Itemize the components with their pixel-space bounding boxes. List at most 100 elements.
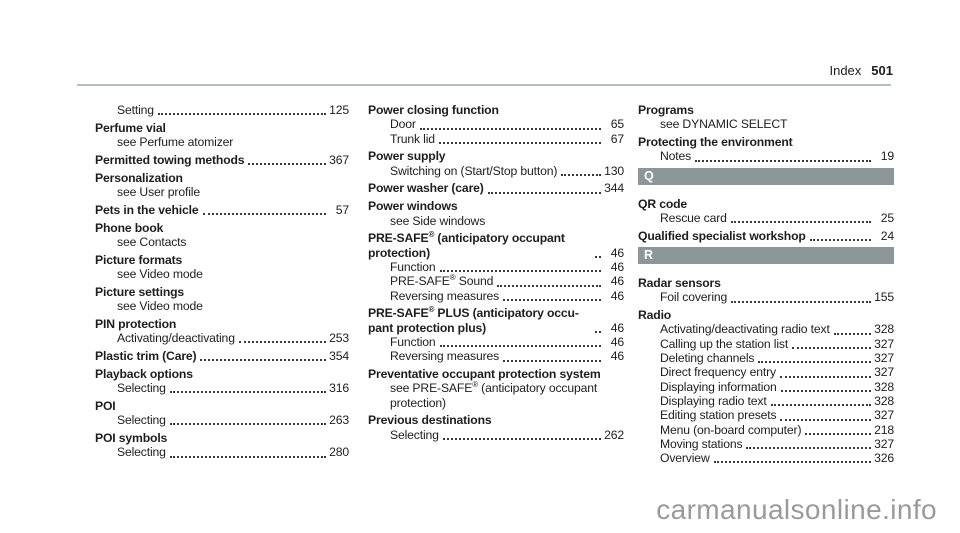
entry-text: QR code	[638, 196, 688, 211]
index-entry-head: Perfume vial	[95, 121, 349, 135]
entry-text: Selecting	[390, 427, 439, 442]
entry-text: Selecting	[117, 413, 166, 428]
entry-text: Deleting channels	[660, 351, 755, 366]
entry-text: Perfume vial	[95, 120, 166, 135]
entry-page-number: 46	[610, 259, 624, 274]
entry-page-number: 130	[604, 163, 624, 178]
index-entry-head: Previous destinations	[368, 413, 624, 427]
dot-leader	[780, 418, 871, 421]
entry-page-number: 125	[329, 103, 349, 117]
entry-page-number: 316	[329, 381, 349, 396]
entry-text: Selecting	[117, 381, 166, 396]
index-entry-head: Personalization	[95, 171, 349, 185]
index-entry-head: Power washer (care) 344	[368, 181, 624, 195]
index-entry-sub: Deleting channels 327	[638, 351, 894, 365]
index-entry-head: Permitted towing methods 367	[95, 153, 349, 167]
index-entry-sub: Selecting 316	[95, 381, 349, 395]
index-entry-head: Picture formats	[95, 253, 349, 267]
entry-page-number: 328	[874, 322, 894, 337]
entry-page-number: 25	[880, 210, 894, 225]
entry-text: PIN protection	[95, 316, 177, 331]
index-entry-sub: Selecting 263	[95, 413, 349, 427]
entry-text: Activating/deactivating radio text	[660, 322, 830, 337]
dot-leader	[503, 359, 601, 362]
entry-text: Power washer (care)	[368, 181, 484, 196]
entry-text: PRE-SAFE® (anticipatory occupant protect…	[368, 230, 565, 260]
index-entry-head: PRE-SAFE® (anticipatory occupant protect…	[368, 231, 624, 260]
dot-leader	[169, 423, 326, 426]
entry-page-number: 327	[874, 436, 894, 451]
index-entry-head: Power supply	[368, 149, 624, 163]
index-entry-sub: Selecting 280	[95, 445, 349, 459]
entry-text: Picture settings	[95, 284, 185, 299]
index-entry-head: Power closing function	[368, 103, 624, 117]
index-entry-head: Picture settings	[95, 285, 349, 299]
index-entry-sub: Moving stations 327	[638, 437, 894, 451]
index-entry-head: Pets in the vehicle 57	[95, 203, 349, 217]
index-entry-sub: Setting 125	[95, 103, 349, 117]
index-entry-sub: Rescue card 25	[638, 211, 894, 225]
entry-text: POI	[95, 398, 116, 413]
entry-text: Preventative occupant protection sys­tem	[368, 367, 601, 382]
dot-leader	[439, 270, 601, 273]
index-cross-reference: see Side windows	[368, 214, 624, 228]
index-entry-head: QR code	[638, 197, 894, 211]
entry-text: Power closing function	[368, 103, 499, 117]
entry-text: Moving stations	[660, 436, 743, 451]
section-header-q: Q	[638, 167, 894, 185]
index-cross-reference: see DYNAMIC SELECT	[638, 117, 894, 131]
index-entry-head: Preventative occupant protection sys­tem	[368, 367, 624, 381]
index-entry-sub: Door 65	[368, 117, 624, 131]
entry-text: Qualified specialist workshop	[638, 228, 806, 243]
index-entry-sub: Reversing measures 46	[368, 349, 624, 363]
entry-text: Door	[390, 117, 416, 132]
entry-text: see PRE-SAFE® (anticipatory occu­pant pr…	[390, 380, 598, 410]
dot-leader	[169, 455, 326, 458]
registered-trademark-symbol: ®	[428, 305, 435, 315]
dot-leader	[792, 347, 871, 350]
entry-page-number: 24	[880, 228, 894, 243]
entry-text: Setting	[117, 103, 154, 117]
entry-page-number: 253	[329, 331, 349, 346]
index-column-2: Power closing function Door 65 Trunk lid 67 P…	[368, 103, 624, 442]
running-header-label: Index	[829, 63, 862, 78]
index-entry-head: Radio	[638, 308, 894, 322]
index-entry-head: Programs	[638, 103, 894, 117]
entry-text: see Perfume atomizer	[117, 135, 234, 150]
registered-trademark-symbol: ®	[428, 230, 435, 240]
dot-leader	[809, 239, 871, 242]
entry-text: see User profile	[117, 184, 200, 199]
entry-page-number: 46	[610, 274, 624, 289]
entry-text: Calling up the station list	[660, 336, 789, 351]
index-entry-sub: Menu (on-board computer) 218	[638, 423, 894, 437]
entry-page-number: 327	[874, 408, 894, 423]
dot-leader	[595, 255, 601, 258]
entry-text: Selecting	[117, 445, 166, 460]
dot-leader	[758, 361, 871, 364]
entry-page-number: 280	[329, 445, 349, 460]
entry-text: Function	[390, 334, 436, 349]
registered-trademark-symbol: ®	[472, 380, 478, 390]
entry-text: Plastic trim (Care)	[95, 348, 197, 363]
entry-text: Rescue card	[660, 210, 727, 225]
dot-leader	[439, 345, 601, 348]
entry-page-number: 263	[329, 413, 349, 428]
entry-page-number: 46	[610, 334, 624, 349]
index-entry-head: Plastic trim (Care) 354	[95, 349, 349, 363]
index-entry-sub: Notes 19	[638, 149, 894, 163]
index-entry-sub: Displaying information 328	[638, 380, 894, 394]
entry-text: Phone book	[95, 220, 164, 235]
entry-text: Foil covering	[660, 290, 728, 305]
dot-leader	[248, 163, 326, 166]
entry-text: Activating/deactivating	[117, 331, 235, 346]
dot-leader	[695, 159, 871, 162]
dot-leader	[487, 191, 601, 194]
entry-text: Radar sensors	[638, 276, 721, 291]
index-entry-sub: Reversing measures 46	[368, 289, 624, 303]
dot-leader	[746, 447, 871, 450]
dot-leader	[805, 432, 871, 435]
dot-leader	[202, 213, 326, 216]
entry-text: Menu (on-board computer)	[660, 422, 802, 437]
entry-text: Direct frequency entry	[660, 365, 776, 380]
index-entry-head: Power windows	[368, 199, 624, 213]
